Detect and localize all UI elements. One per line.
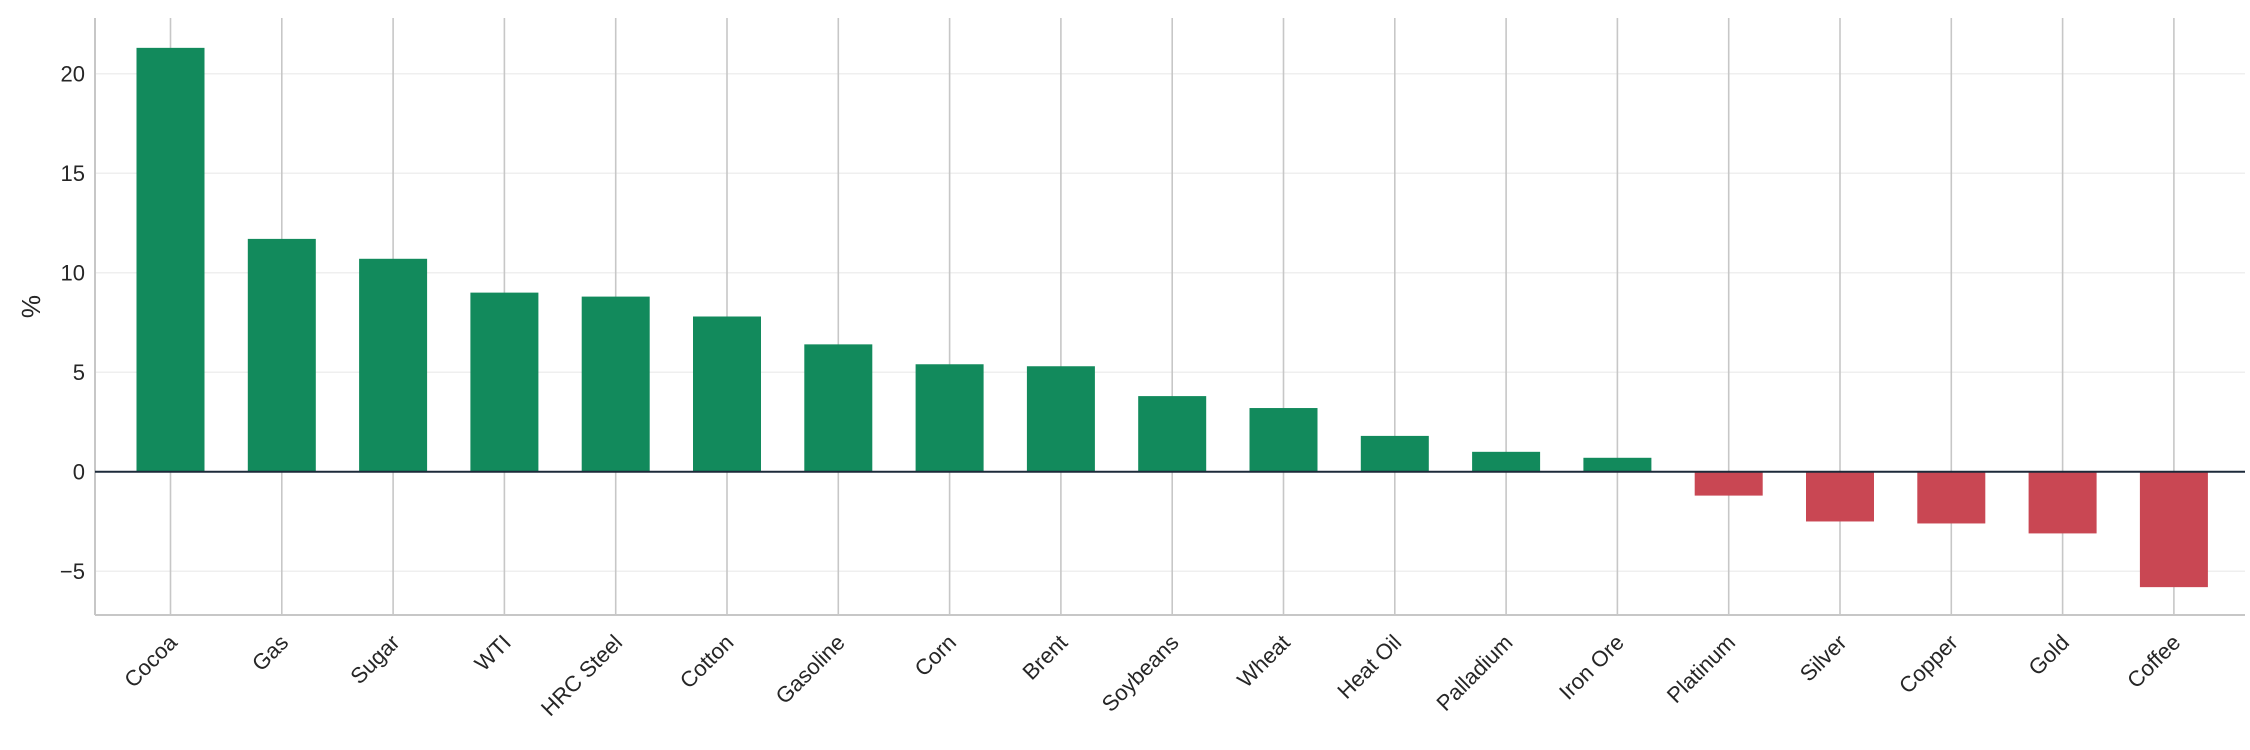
x-tick-label: HRC Steel [536,630,627,721]
x-tick-label: Gold [2023,630,2074,681]
bar-cocoa [136,47,205,472]
x-tick-label: Brent [1017,630,1072,685]
x-tick-label: Gas [247,630,293,676]
x-tick-label: Coffee [2122,630,2185,693]
x-tick-label: Soybeans [1097,630,1184,717]
y-tick-label: 5 [73,360,85,385]
bars-layer [136,47,2208,588]
x-tick-label: Gasoline [771,630,850,709]
bar-palladium [1472,451,1541,472]
bar-gasoline [804,344,873,472]
x-tick-label: Silver [1795,630,1852,687]
bar-brent [1026,366,1095,472]
x-tick-label: Iron Ore [1554,630,1629,705]
bar-wheat [1249,408,1318,472]
axes-layer [94,18,2245,616]
bar-gold [2028,471,2097,534]
bar-soybeans [1138,396,1207,472]
bar-gas [247,238,316,472]
y-tick-label: 10 [61,261,85,286]
bar-sugar [359,258,428,472]
y-tick-label: 20 [61,62,85,87]
x-tick-label: Palladium [1432,630,1518,716]
x-tick-label: Sugar [345,630,404,689]
x-tick-label: Copper [1894,630,1963,699]
y-tick-label: 15 [61,161,85,186]
x-tick-label: Platinum [1662,630,1740,708]
bar-silver [1806,471,1874,522]
x-tick-label: Cotton [675,630,739,694]
x-tick-label: Corn [910,630,961,681]
bar-hrc-steel [581,296,650,472]
x-tick-label: Heat Oil [1332,630,1406,704]
x-tick-label: Cocoa [119,629,182,692]
bar-coffee [2139,471,2208,588]
bar-iron-ore [1583,457,1652,472]
bar-corn [915,364,984,472]
bar-wti [470,292,539,472]
bar-copper [1917,471,1986,524]
y-tick-label: −5 [60,559,85,584]
bar-cotton [693,316,761,472]
y-tick-label: 0 [73,460,85,485]
bar-heat-oil [1360,435,1429,472]
bar-platinum [1694,471,1763,496]
x-tick-label: WTI [470,630,516,676]
y-axis-label: % [16,295,46,318]
x-tick-label: Wheat [1232,630,1295,693]
